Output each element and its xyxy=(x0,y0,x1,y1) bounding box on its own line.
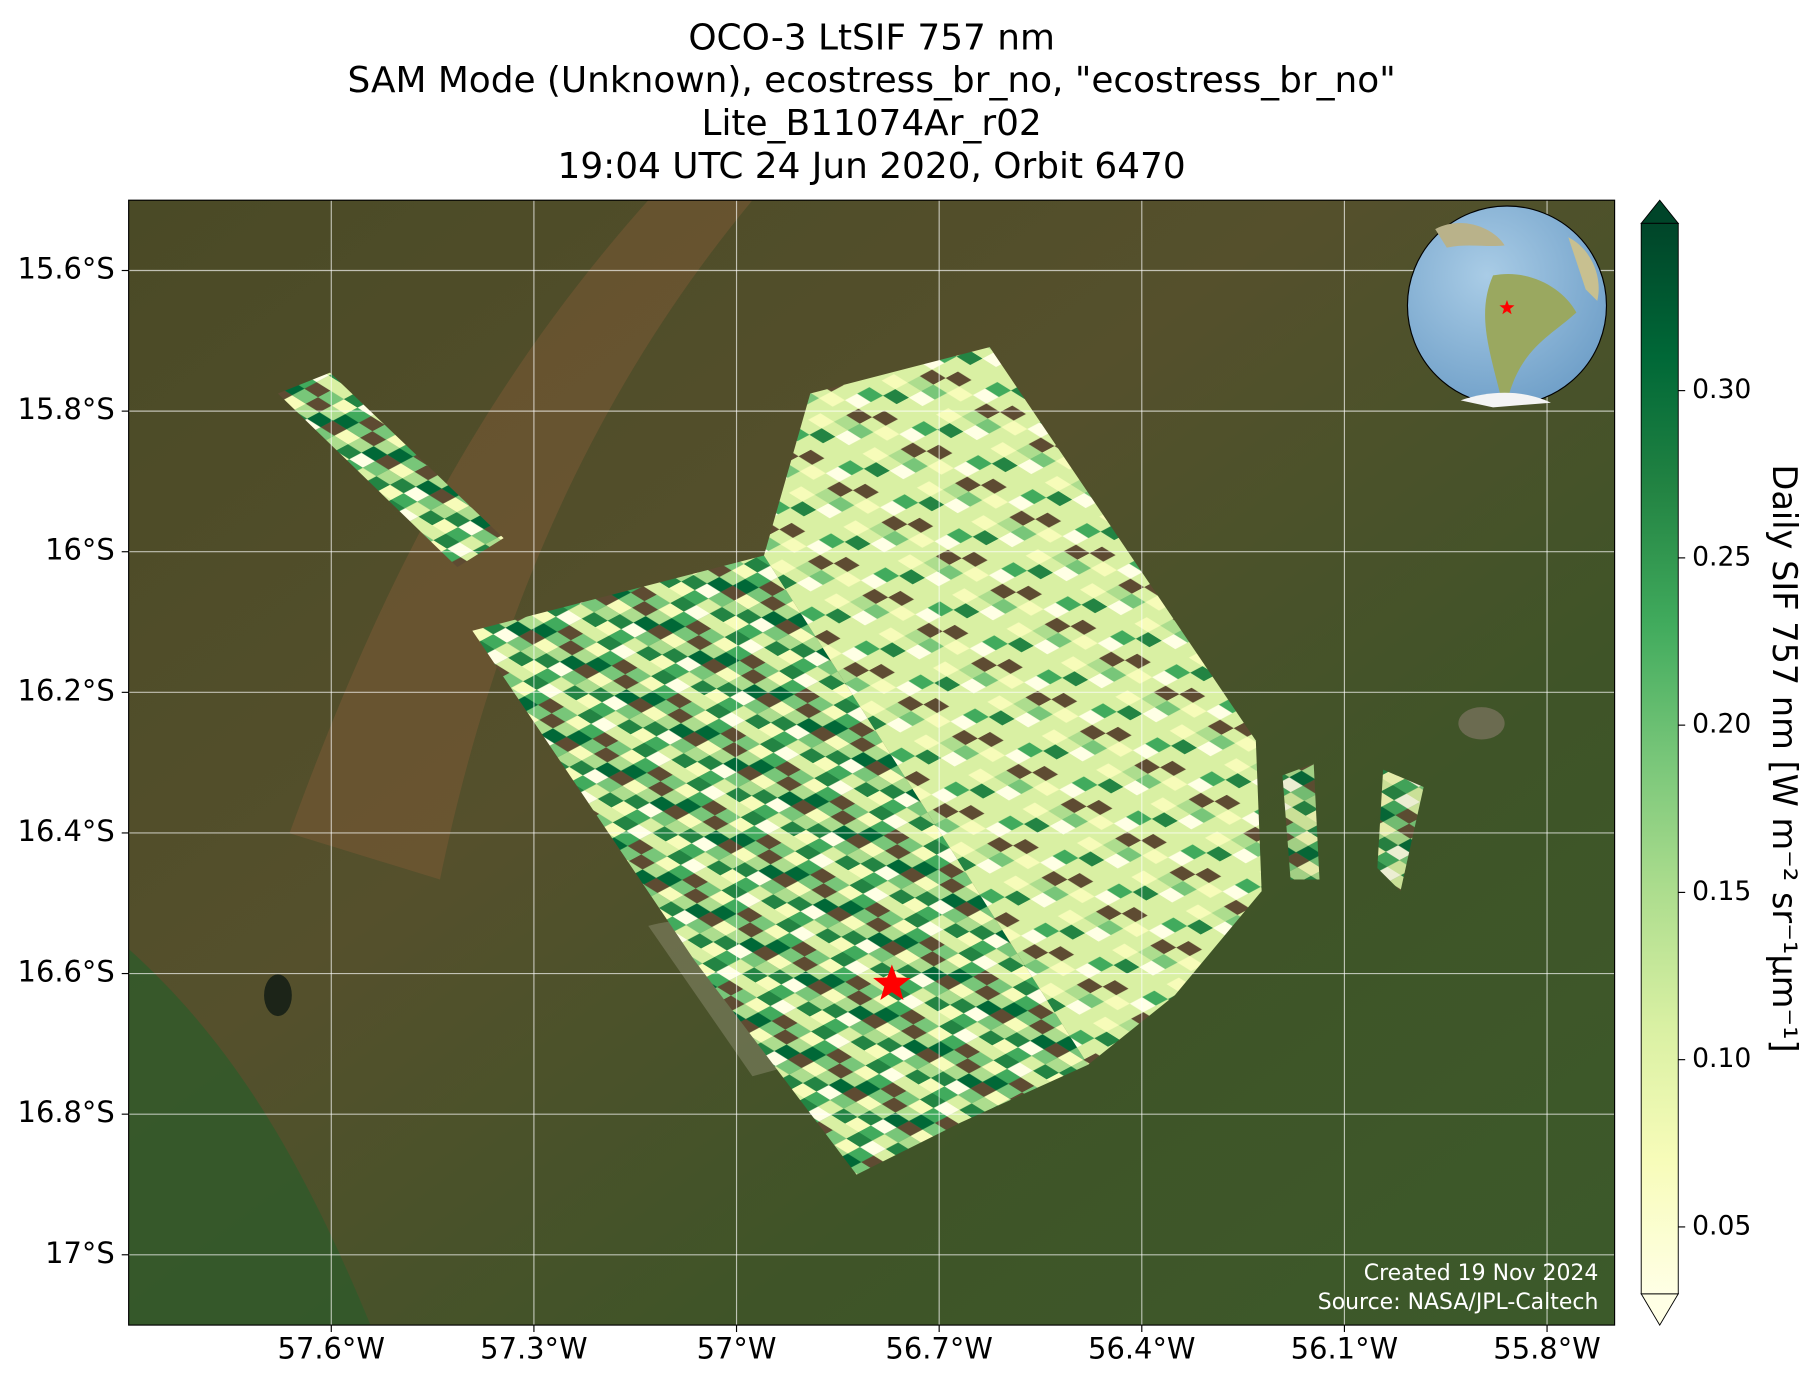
graticule xyxy=(128,200,1615,1326)
y-tick-label: 15.8°S xyxy=(18,392,115,426)
x-tick-label: 57°W xyxy=(697,1332,777,1366)
y-tick-label: 16.6°S xyxy=(18,955,115,989)
colorbar-tick-label: 0.20 xyxy=(1692,709,1751,740)
colorbar-label: Daily SIF 757 nm [W m⁻² sr⁻¹μm⁻¹] xyxy=(1765,465,1804,1053)
chart-title: Lite_B11074Ar_r02 xyxy=(701,103,1041,144)
target-marker xyxy=(873,964,911,1001)
overlay: Created 19 Nov 2024 Source: NASA/JPL-Calt… xyxy=(873,299,1599,1315)
chart-title: OCO-3 LtSIF 757 nm xyxy=(688,17,1055,58)
colorbar xyxy=(1640,222,1679,1295)
x-tick-label: 56.7°W xyxy=(885,1332,992,1366)
colorbar-extend-top xyxy=(1640,199,1680,224)
credit: Source: NASA/JPL-Caltech xyxy=(1318,1290,1599,1315)
x-tick-label: 57.6°W xyxy=(278,1332,385,1366)
x-tick-label: 56.1°W xyxy=(1291,1332,1398,1366)
colorbar-tick-label: 0.25 xyxy=(1692,541,1751,572)
chart-title: SAM Mode (Unknown), ecostress_br_no, "ec… xyxy=(348,60,1396,101)
y-tick-label: 16.2°S xyxy=(18,673,115,707)
x-tick-label: 56.4°W xyxy=(1088,1332,1195,1366)
x-tick-label: 55.8°W xyxy=(1493,1332,1600,1366)
y-tick-label: 16.8°S xyxy=(18,1095,115,1129)
colorbar-tick-label: 0.05 xyxy=(1692,1210,1751,1241)
colorbar-tick-label: 0.15 xyxy=(1692,876,1751,907)
y-tick-label: 16°S xyxy=(45,533,115,567)
x-tick-label: 57.3°W xyxy=(480,1332,587,1366)
inset-marker xyxy=(1499,299,1515,315)
credit: Created 19 Nov 2024 xyxy=(1364,1261,1599,1286)
y-tick-label: 15.6°S xyxy=(18,252,115,286)
map-frame xyxy=(128,199,1616,1326)
colorbar-tick-label: 0.10 xyxy=(1692,1043,1751,1074)
colorbar-extend-bottom xyxy=(1640,1293,1680,1326)
y-tick-label: 17°S xyxy=(45,1236,115,1270)
y-tick-label: 16.4°S xyxy=(18,814,115,848)
basemap xyxy=(128,200,1615,1326)
colorbar-tick-label: 0.30 xyxy=(1692,374,1751,405)
chart-title: 19:04 UTC 24 Jun 2020, Orbit 6470 xyxy=(558,146,1186,187)
